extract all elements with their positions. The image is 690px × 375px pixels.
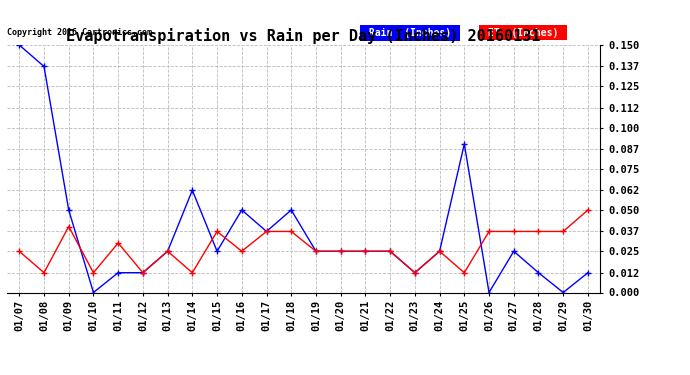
Title: Evapotranspiration vs Rain per Day (Inches) 20160131: Evapotranspiration vs Rain per Day (Inch… — [66, 28, 541, 44]
Text: ET  (Inches): ET (Inches) — [482, 28, 564, 38]
Text: Copyright 2016 Cartronics.com: Copyright 2016 Cartronics.com — [7, 28, 152, 37]
Text: Rain  (Inches): Rain (Inches) — [363, 28, 457, 38]
